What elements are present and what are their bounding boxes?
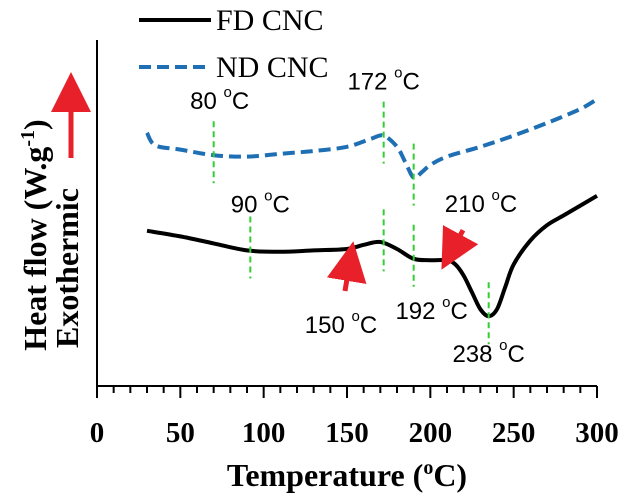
legend: FD CNC ND CNC [139,4,329,84]
transition-label: 210 oC [445,187,517,218]
x-tick-label: 250 [492,417,536,449]
transition-arrow-icon [441,225,479,270]
series-line-fd-cnc [146,194,599,319]
x-tick-label: 0 [90,417,105,449]
marker-layer [212,101,490,345]
exothermic-label-group: Exothermic [49,188,85,348]
peak-label: 90 oC [231,188,290,219]
peak-label: 192 oC [395,294,467,325]
y-axis-title: Heat flow (W.g-1) [17,119,53,350]
legend-label-nd: ND CNC [216,51,329,84]
transition-arrow-icon [326,241,367,292]
x-axis-tick-labels: 0 50 100 150 200 250 300 [90,417,619,449]
legend-label-fd: FD CNC [216,4,324,37]
arrow-layer [326,225,479,292]
y-axis-title-sup: -1 [17,130,39,147]
peak-label: 172 oC [347,65,419,96]
y-axis-title-group: Heat flow (W.g-1) [17,119,53,350]
peak-label: 238 oC [452,337,524,368]
x-axis-title: Temperature (oC) [227,457,467,493]
x-tick-label: 150 [325,417,369,449]
annotation-layer: 80 oC 172 oC 90 oC 192 oC 238 oC 150 oC 210 oC [190,65,525,369]
x-axis-ticks [96,386,598,398]
x-tick-label: 200 [409,417,453,449]
peak-label: 80 oC [190,84,249,115]
x-axis-title-sup: o [423,457,433,479]
x-tick-label: 300 [575,417,619,449]
exothermic-label: Exothermic [49,188,85,348]
transition-label: 150 oC [305,308,377,339]
x-tick-label: 100 [242,417,286,449]
series-line-nd-cnc [145,97,599,180]
x-tick-label: 50 [166,417,195,449]
